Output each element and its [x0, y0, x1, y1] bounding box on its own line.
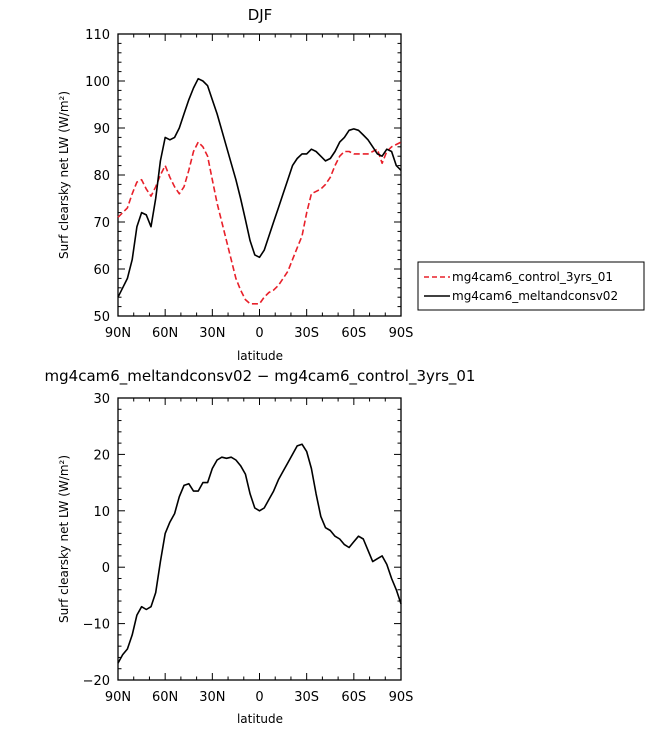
- bottom-x-tick-label: 30N: [199, 690, 225, 705]
- top-x-tick-label: 90S: [389, 326, 414, 341]
- bottom-series-group: [117, 443, 402, 664]
- top-x-ticks: 90N 60N 30N 0 30S 60S 90S: [105, 34, 414, 341]
- bottom-x-axis-label: latitude: [237, 712, 283, 726]
- bottom-y-tick-label: 10: [93, 505, 110, 520]
- top-y-ticks: 50 60 70 80 90 100 110: [85, 28, 401, 325]
- top-y-tick-label: 80: [93, 169, 110, 184]
- top-y-tick-label: 110: [85, 28, 110, 43]
- top-x-tick-label: 30S: [294, 326, 319, 341]
- top-y-tick-label: 100: [85, 75, 110, 90]
- bottom-y-tick-label: −20: [83, 674, 110, 689]
- bottom-x-tick-label: 60S: [341, 690, 366, 705]
- legend-label-melt: mg4cam6_meltandconsv02: [452, 289, 618, 303]
- bottom-x-ticks: 90N 60N 30N 0 30S 60S 90S: [105, 398, 414, 705]
- top-plot: DJF 50 60 70 80 90 100 110 90N 60N 30N 0 30S 60S 90S…: [57, 6, 413, 363]
- bottom-series-line-0: [117, 443, 402, 664]
- top-x-tick-label: 90N: [105, 326, 131, 341]
- top-y-tick-label: 90: [93, 122, 110, 137]
- top-y-tick-label: 50: [93, 310, 110, 325]
- bottom-plot-frame: [117, 397, 402, 681]
- legend: mg4cam6_control_3yrs_01 mg4cam6_meltandc…: [417, 261, 645, 311]
- top-x-tick-label: 60N: [152, 326, 178, 341]
- bottom-y-tick-label: 30: [93, 392, 110, 407]
- bottom-y-tick-label: 20: [93, 448, 110, 463]
- bottom-x-tick-label: 0: [255, 690, 263, 705]
- top-x-tick-label: 0: [255, 326, 263, 341]
- bottom-plot-title: mg4cam6_meltandconsv02 − mg4cam6_control…: [45, 367, 476, 386]
- top-series-line-1: [117, 77, 402, 298]
- bottom-x-tick-label: 30S: [294, 690, 319, 705]
- bottom-y-tick-label: −10: [83, 618, 110, 633]
- bottom-y-tick-label: 0: [102, 561, 110, 576]
- bottom-x-tick-label: 60N: [152, 690, 178, 705]
- bottom-y-ticks: −20 −10 0 10 20 30: [83, 392, 401, 689]
- bottom-x-tick-label: 90N: [105, 690, 131, 705]
- top-y-axis-label: Surf clearsky net LW (W/m²): [57, 91, 71, 259]
- top-series-line-0: [117, 141, 402, 305]
- top-x-tick-label: 60S: [341, 326, 366, 341]
- bottom-x-tick-label: 90S: [389, 690, 414, 705]
- top-x-axis-label: latitude: [237, 349, 283, 363]
- top-y-tick-label: 60: [93, 263, 110, 278]
- top-y-tick-label: 70: [93, 216, 110, 231]
- top-plot-frame: [117, 33, 402, 317]
- top-series-group: [117, 77, 402, 305]
- bottom-plot: mg4cam6_meltandconsv02 − mg4cam6_control…: [45, 367, 476, 726]
- legend-label-control: mg4cam6_control_3yrs_01: [452, 270, 613, 284]
- bottom-y-axis-label: Surf clearsky net LW (W/m²): [57, 455, 71, 623]
- top-x-tick-label: 30N: [199, 326, 225, 341]
- top-plot-title: DJF: [248, 6, 273, 24]
- legend-box: [417, 261, 645, 311]
